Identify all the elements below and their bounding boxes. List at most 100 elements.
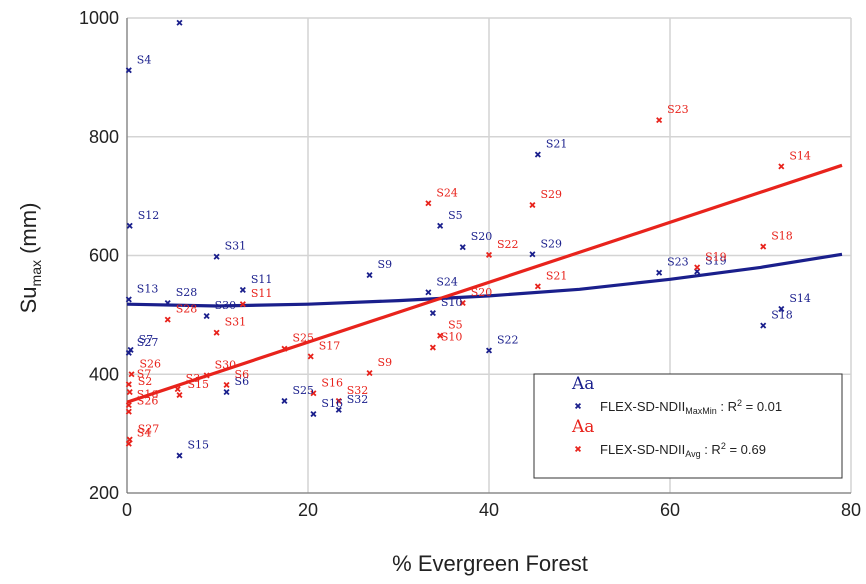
data-point-1-22-stroke-b [529, 251, 536, 258]
point-label-1-11: S15 [187, 439, 209, 452]
data-point-1-8-stroke-b [213, 253, 220, 260]
point-label-1-3: S7 [139, 333, 154, 346]
trend-line-linear [126, 163, 843, 404]
data-point-2-22-stroke-b [459, 299, 466, 307]
data-point-2-10 [203, 372, 210, 379]
x-tick-label-80: 80 [841, 500, 861, 520]
data-point-2-23-stroke-b [485, 251, 493, 258]
data-point-1-26 [760, 322, 767, 329]
point-label-1-12: S25 [292, 384, 314, 397]
point-label-1-26: S18 [771, 309, 793, 322]
data-point-1-15-stroke-b [366, 272, 373, 279]
point-label-2-26: S23 [667, 103, 689, 116]
legend-marker-2-x-stroke-b [574, 445, 582, 453]
x-tick-label-20: 20 [298, 500, 318, 520]
y-tick-label-600: 600 [89, 246, 119, 266]
data-point-1-23-stroke-b [656, 269, 663, 276]
legend-marker-1-x [574, 402, 582, 410]
data-point-2-6 [125, 440, 132, 447]
data-point-2-18 [366, 370, 373, 377]
data-point-2-5-stroke-b [126, 436, 133, 443]
data-point-2-19 [425, 200, 432, 207]
point-label-1-4: S27 [137, 336, 159, 349]
data-point-1-14-stroke-b [335, 406, 342, 413]
legend: Aa FLEX-SD-NDIIMaxMin : R2 = 0.01 Aa FLE… [533, 373, 843, 479]
data-point-1-8 [213, 253, 220, 260]
data-point-1-16-stroke-b [437, 222, 444, 229]
point-label-1-5: S28 [176, 286, 198, 299]
data-point-2-16-stroke-b [310, 390, 317, 397]
trend-line-quadratic [126, 252, 843, 308]
point-label-1-24: S19 [705, 255, 727, 268]
point-label-2-22: S20 [471, 286, 493, 299]
y-tick-label-200: 200 [89, 483, 119, 503]
data-point-2-11-stroke-b [213, 329, 220, 336]
data-point-2-1 [128, 371, 135, 378]
data-point-2-26-stroke-b [656, 117, 663, 124]
point-label-1-19: S10 [441, 296, 463, 309]
point-label-2-21: S10 [441, 331, 463, 344]
data-point-1-10 [223, 389, 230, 396]
point-label-2-27: S19 [705, 250, 727, 263]
point-label-2-2: S2 [138, 375, 153, 388]
y-tick-label-800: 800 [89, 127, 119, 147]
point-label-2-24: S29 [540, 188, 562, 201]
data-point-2-24 [529, 201, 536, 209]
data-point-1-11 [176, 452, 183, 459]
data-point-1-2-stroke-b [125, 296, 132, 303]
data-point-1-18 [425, 289, 432, 296]
data-point-2-27-stroke-b [694, 264, 701, 271]
point-label-2-9: S15 [187, 378, 209, 391]
data-point-2-16 [310, 390, 317, 397]
data-point-1-20-stroke-b [485, 347, 493, 354]
data-point-1-19-stroke-b [429, 310, 436, 317]
point-label-1-10: S6 [235, 375, 250, 388]
data-point-2-28-stroke-b [778, 163, 785, 170]
data-point-1-18-stroke-b [425, 289, 432, 296]
legend-marker-1-x-stroke-b [574, 402, 582, 410]
point-label-2-20: S5 [448, 319, 463, 332]
point-label-1-15: S9 [378, 258, 393, 271]
point-label-2-18: S9 [378, 356, 393, 369]
data-point-2-18-stroke-b [366, 370, 373, 377]
legend-header-1: Aa [571, 374, 594, 394]
data-point-1-2 [125, 296, 132, 303]
data-point-2-26 [656, 117, 663, 124]
point-label-1-13: S16 [321, 397, 343, 410]
point-label-1-0: S4 [137, 53, 152, 66]
data-point-2-20 [437, 332, 444, 339]
data-point-2-5 [126, 436, 133, 443]
data-point-2-22 [459, 299, 466, 307]
data-point-1-6-stroke-b [176, 19, 183, 26]
data-point-2-15-stroke-b [307, 353, 314, 360]
data-point-2-28 [778, 163, 785, 170]
data-point-1-14 [335, 406, 342, 413]
data-points [125, 19, 785, 459]
point-label-1-23: S23 [667, 256, 689, 269]
data-point-1-17 [459, 244, 466, 251]
data-point-2-13 [239, 301, 246, 308]
data-point-1-7 [203, 313, 210, 320]
data-point-2-9 [176, 391, 183, 399]
data-point-1-12 [281, 397, 288, 405]
point-label-2-11: S31 [225, 316, 247, 329]
y-axis-title: Sumax (mm) [16, 203, 44, 314]
data-point-2-15 [307, 353, 314, 360]
data-point-1-17-stroke-b [459, 244, 466, 251]
legend-marker-2-x [574, 445, 582, 453]
data-point-1-7-stroke-b [203, 313, 210, 320]
data-point-2-8-stroke-b [174, 386, 181, 393]
point-label-1-8: S31 [225, 240, 247, 253]
point-label-2-3: S16 [137, 388, 159, 401]
point-label-1-18: S24 [436, 275, 458, 288]
data-point-1-11-stroke-b [176, 452, 183, 459]
point-label-2-28: S14 [789, 149, 811, 162]
data-point-1-5 [164, 299, 171, 307]
legend-header-2: Aa [571, 417, 594, 437]
data-point-1-9 [239, 286, 246, 293]
data-point-2-0 [125, 381, 132, 388]
data-point-2-4 [125, 408, 132, 415]
data-point-2-2-stroke-b [126, 389, 133, 396]
point-label-2-29: S18 [771, 230, 793, 243]
